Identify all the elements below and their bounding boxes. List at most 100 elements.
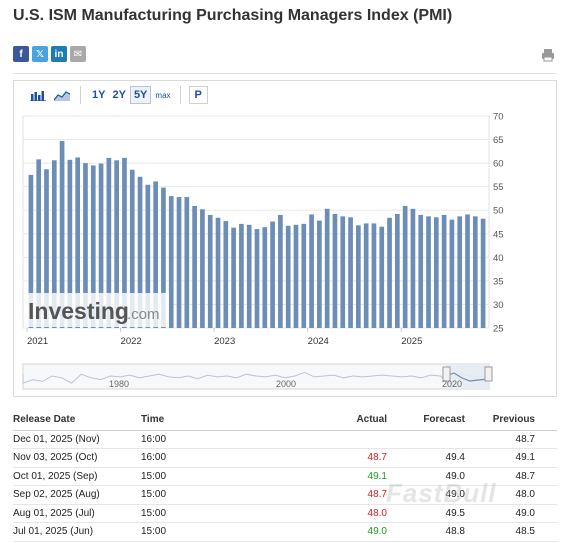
bar[interactable] bbox=[379, 226, 385, 328]
bar[interactable] bbox=[98, 163, 104, 328]
bar[interactable] bbox=[223, 221, 229, 328]
investing-logo-bg bbox=[24, 293, 169, 327]
bar[interactable] bbox=[200, 209, 205, 328]
bar[interactable] bbox=[293, 224, 299, 328]
bar[interactable] bbox=[161, 187, 166, 328]
facebook-share-button[interactable]: f bbox=[13, 46, 29, 62]
bar[interactable] bbox=[44, 169, 49, 328]
bar[interactable] bbox=[324, 208, 330, 328]
header-time[interactable]: Time bbox=[141, 410, 291, 431]
bar[interactable] bbox=[106, 157, 112, 328]
cell-forecast: 49.4 bbox=[387, 448, 465, 468]
header-release-date[interactable]: Release Date bbox=[13, 410, 141, 431]
header-forecast[interactable]: Forecast bbox=[387, 410, 465, 431]
x-tick-label: 2021 bbox=[27, 336, 48, 347]
bar[interactable] bbox=[246, 224, 252, 328]
header-previous[interactable]: Previous bbox=[465, 410, 557, 431]
bar[interactable] bbox=[254, 229, 260, 328]
bar[interactable] bbox=[332, 213, 338, 328]
bar[interactable] bbox=[75, 157, 81, 328]
investing-logo: Investing bbox=[28, 298, 129, 324]
email-share-button[interactable]: ✉ bbox=[70, 46, 86, 62]
pmi-chart: 25 30 35 40 45 50 55 60 65 70 Investing.com 2021 202… bbox=[22, 112, 504, 390]
cell-actual: 48.7 bbox=[291, 485, 387, 505]
bar[interactable] bbox=[239, 223, 244, 328]
bar[interactable] bbox=[356, 225, 361, 328]
bar[interactable] bbox=[278, 214, 283, 328]
bar[interactable] bbox=[301, 223, 307, 328]
linkedin-share-button[interactable]: in bbox=[51, 46, 67, 62]
bar[interactable] bbox=[340, 216, 346, 328]
bar[interactable] bbox=[90, 165, 96, 328]
bar[interactable] bbox=[67, 159, 73, 328]
bar[interactable] bbox=[122, 157, 127, 328]
bar[interactable] bbox=[441, 214, 447, 328]
cell-time: 15:00 bbox=[141, 485, 291, 505]
bar[interactable] bbox=[270, 221, 275, 328]
navigator-handle[interactable] bbox=[442, 366, 451, 382]
bar[interactable] bbox=[59, 140, 65, 328]
bar[interactable] bbox=[348, 217, 353, 328]
bar[interactable] bbox=[153, 181, 158, 328]
p-button[interactable]: P bbox=[188, 86, 208, 104]
table-row[interactable]: Jul 01, 2025 (Jun) 15:00 49.0 48.8 48.5 bbox=[13, 522, 557, 542]
bar[interactable] bbox=[402, 205, 408, 328]
header-actual[interactable]: Actual bbox=[291, 410, 387, 431]
bar[interactable] bbox=[363, 223, 369, 328]
bar[interactable] bbox=[449, 219, 455, 328]
bar[interactable] bbox=[457, 216, 463, 328]
bar[interactable] bbox=[168, 196, 174, 328]
bar[interactable] bbox=[28, 174, 34, 328]
print-icon[interactable] bbox=[541, 48, 555, 62]
area-chart-icon[interactable] bbox=[51, 85, 73, 105]
toolbar-divider bbox=[80, 86, 81, 104]
bar[interactable] bbox=[426, 216, 431, 328]
bar[interactable] bbox=[410, 208, 416, 328]
bar[interactable] bbox=[215, 217, 221, 328]
bar[interactable] bbox=[51, 160, 57, 328]
bar[interactable] bbox=[231, 227, 236, 328]
bar[interactable] bbox=[184, 197, 190, 328]
bar[interactable] bbox=[207, 214, 213, 328]
bar-chart-icon[interactable] bbox=[27, 85, 49, 105]
range-max-button[interactable]: max bbox=[155, 90, 171, 100]
cell-previous: 49.0 bbox=[465, 504, 557, 523]
bar[interactable] bbox=[114, 160, 119, 328]
x-tick-label: 2024 bbox=[308, 336, 329, 347]
y-tick-label: 30 bbox=[493, 300, 504, 311]
cell-time: 16:00 bbox=[141, 448, 291, 468]
bar[interactable] bbox=[145, 184, 151, 328]
bar[interactable] bbox=[418, 214, 424, 328]
linkedin-icon: in bbox=[54, 48, 64, 60]
bar[interactable] bbox=[472, 216, 478, 328]
navigator-handle[interactable] bbox=[484, 366, 493, 382]
bar[interactable] bbox=[395, 213, 400, 328]
bar[interactable] bbox=[83, 163, 88, 328]
bar[interactable] bbox=[480, 218, 486, 328]
y-tick-label: 60 bbox=[493, 159, 504, 170]
bar[interactable] bbox=[192, 205, 197, 328]
range-2y-button[interactable]: 2Y bbox=[112, 89, 126, 101]
table-row[interactable]: Dec 01, 2025 (Nov) 16:00 48.7 bbox=[13, 430, 557, 449]
bar[interactable] bbox=[137, 176, 143, 328]
navigator-selection[interactable] bbox=[446, 364, 489, 389]
bar[interactable] bbox=[433, 217, 439, 328]
table-row[interactable]: Sep 02, 2025 (Aug) 15:00 48.7 49.0 48.0 bbox=[13, 485, 557, 505]
bar[interactable] bbox=[285, 225, 291, 328]
page-title: U.S. ISM Manufacturing Purchasing Manage… bbox=[13, 7, 453, 24]
table-row[interactable]: Oct 01, 2025 (Sep) 15:00 49.1 49.0 48.7 bbox=[13, 467, 557, 486]
bar[interactable] bbox=[309, 214, 314, 328]
table-row[interactable]: Nov 03, 2025 (Oct) 16:00 48.7 49.4 49.1 bbox=[13, 448, 557, 468]
bar[interactable] bbox=[371, 223, 377, 328]
table-row[interactable]: Aug 01, 2025 (Jul) 15:00 48.0 49.5 49.0 bbox=[13, 504, 557, 523]
bar[interactable] bbox=[387, 217, 392, 328]
range-5y-button[interactable]: 5Y bbox=[129, 86, 152, 104]
bar[interactable] bbox=[262, 227, 268, 328]
bar[interactable] bbox=[129, 169, 135, 328]
bar[interactable] bbox=[36, 159, 42, 328]
bar[interactable] bbox=[317, 220, 322, 328]
bar[interactable] bbox=[465, 214, 470, 328]
bar[interactable] bbox=[176, 197, 182, 328]
twitter-share-button[interactable]: 𝕏 bbox=[32, 46, 48, 62]
range-1y-button[interactable]: 1Y bbox=[92, 89, 106, 101]
